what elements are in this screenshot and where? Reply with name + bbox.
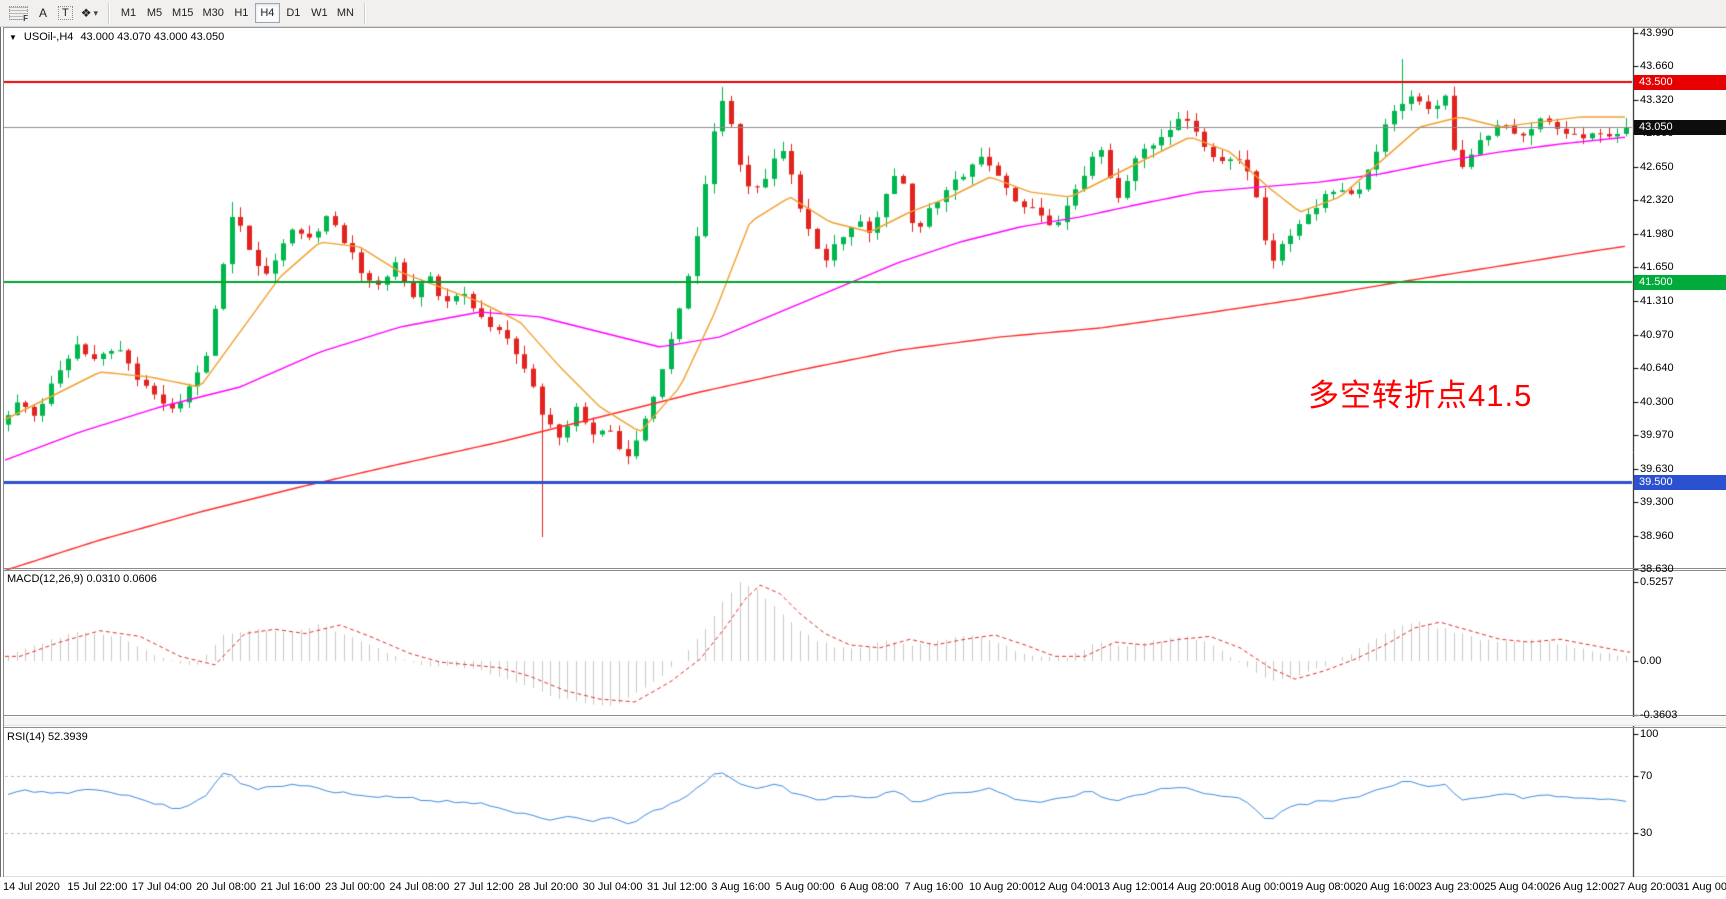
chart-window-left-border	[0, 27, 4, 899]
macd-indicator-label: MACD(12,26,9) 0.0310 0.0606	[7, 573, 157, 585]
price-axis-label: 41.650	[1640, 261, 1674, 273]
time-axis-label: 3 Aug 16:00	[711, 881, 771, 893]
time-axis-label: 23 Aug 23:00	[1419, 881, 1485, 893]
indicator-grid-icon[interactable]: F	[5, 3, 32, 23]
time-axis-label: 25 Aug 04:00	[1484, 881, 1550, 893]
indicator-axis-label: 30	[1640, 827, 1653, 840]
toolbar-separator	[108, 2, 111, 24]
price-axis-label: 43.660	[1640, 60, 1674, 72]
price-axis-label: 38.960	[1640, 530, 1674, 542]
price-axis-label: 39.970	[1640, 429, 1674, 441]
text-box-tool-icon[interactable]: T	[54, 3, 77, 23]
chevron-down-icon: ▾	[93, 7, 99, 18]
font-tool-icon[interactable]: A	[32, 3, 54, 23]
symbol-dropdown-icon[interactable]: ▼	[9, 32, 17, 42]
toolbar-separator	[363, 2, 366, 24]
price-axis-label: 41.310	[1640, 295, 1674, 307]
time-axis-label: 27 Aug 20:00	[1613, 881, 1678, 893]
timeframe-button-h4[interactable]: H4	[254, 3, 280, 23]
time-axis-label: 15 Jul 22:00	[67, 881, 128, 893]
indicator-axis-label: 70	[1640, 770, 1653, 783]
price-axis-label: 39.300	[1640, 496, 1674, 508]
timeframe-button-m30[interactable]: M30	[198, 3, 227, 23]
time-axis-label: 30 Jul 04:00	[582, 881, 643, 893]
time-axis-label: 31 Jul 12:00	[647, 881, 707, 893]
timeframe-button-m1[interactable]: M1	[116, 3, 141, 23]
timeframe-button-w1[interactable]: W1	[307, 3, 332, 23]
arrows-tool-icon[interactable]: ❖ ▾	[77, 3, 102, 23]
text-annotation[interactable]: 多空转折点41.5	[1308, 378, 1533, 413]
time-axis-label: 26 Aug 12:00	[1548, 881, 1614, 893]
rsi-panel[interactable]	[0, 727, 1726, 877]
time-axis-label: 23 Jul 00:00	[325, 881, 385, 893]
indicator-axis-label: 100	[1640, 727, 1659, 740]
price-axis-label: 42.320	[1640, 194, 1674, 206]
time-axis-label: 6 Aug 08:00	[840, 881, 899, 893]
price-axis[interactable]: 43.99043.66043.32042.99042.65042.32041.9…	[1634, 0, 1726, 899]
time-axis-label: 27 Jul 12:00	[453, 881, 514, 893]
time-axis[interactable]: 14 Jul 2020 15 Jul 22:00 17 Jul 04:00 20 Ju…	[0, 877, 1726, 899]
time-axis-label: 17 Jul 04:00	[131, 881, 192, 893]
time-axis-label: 5 Aug 00:00	[775, 881, 835, 893]
grid-glyph: F	[9, 6, 28, 23]
time-axis-label: 21 Jul 16:00	[260, 881, 321, 893]
price-badge: 41.500	[1634, 274, 1726, 290]
price-axis-label: 43.320	[1640, 94, 1674, 106]
price-axis-label: 40.300	[1640, 396, 1674, 408]
price-badge: 43.500	[1634, 74, 1726, 90]
indicator-axis-label: 0.00	[1640, 655, 1662, 667]
timeframe-button-m15[interactable]: M15	[168, 3, 197, 23]
toolbar: F A T ❖ ▾ M1 M5 M15 M30 H1 H4 D1 W1 MN	[0, 0, 1726, 27]
time-axis-label: 13 Aug 12:00	[1097, 881, 1163, 893]
time-axis-label: 19 Aug 08:00	[1291, 881, 1356, 893]
rsi-indicator-label: RSI(14) 52.3939	[7, 731, 88, 743]
time-axis-label: 28 Jul 20:00	[518, 881, 579, 893]
time-axis-label: 14 Jul 2020	[3, 881, 60, 893]
price-badge: 43.050	[1634, 119, 1726, 135]
price-axis-label: 39.630	[1640, 463, 1674, 475]
price-axis-label: 40.970	[1640, 329, 1674, 341]
timeframe-button-mn[interactable]: MN	[333, 3, 358, 23]
main-price-panel[interactable]	[0, 27, 1726, 569]
timeframe-button-d1[interactable]: D1	[281, 3, 306, 23]
time-axis-label: 7 Aug 16:00	[904, 881, 964, 893]
time-axis-label: 14 Aug 20:00	[1162, 881, 1228, 893]
ohlc-values: 43.000 43.070 43.000 43.050	[80, 31, 225, 43]
price-axis-label: 42.650	[1640, 161, 1674, 173]
price-axis-label: 43.990	[1640, 27, 1674, 39]
indicator-axis-label: 0.5257	[1640, 576, 1674, 589]
time-axis-label: 20 Aug 16:00	[1355, 881, 1421, 893]
time-axis-label: 10 Aug 20:00	[969, 881, 1034, 893]
time-axis-label: 18 Aug 00:00	[1226, 881, 1292, 893]
price-axis-label: 38.630	[1640, 563, 1674, 575]
panel-splitter[interactable]	[0, 717, 1726, 726]
time-axis-label: 31 Aug 00:00	[1677, 881, 1726, 893]
timeframe-button-m5[interactable]: M5	[142, 3, 167, 23]
macd-panel[interactable]	[0, 570, 1726, 716]
price-axis-label: 41.980	[1640, 228, 1674, 240]
chart-title: ▼ USOil-,H4 43.000 43.070 43.000 43.050	[9, 31, 224, 43]
timeframe-button-h1[interactable]: H1	[229, 3, 254, 23]
time-axis-label: 12 Aug 04:00	[1033, 881, 1099, 893]
timeframe-buttons: M1 M5 M15 M30 H1 H4 D1 W1 MN	[116, 3, 358, 23]
price-badge: 39.500	[1634, 474, 1726, 490]
time-axis-label: 24 Jul 08:00	[389, 881, 450, 893]
symbol-label: USOil-,H4	[23, 31, 74, 43]
price-axis-label: 40.640	[1640, 362, 1674, 374]
time-axis-label: 20 Jul 08:00	[196, 881, 257, 893]
indicator-axis-label: -0.3603	[1640, 709, 1678, 722]
